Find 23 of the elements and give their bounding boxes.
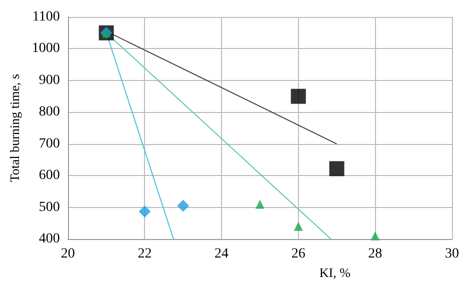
y-tick-label: 900 [38, 72, 60, 88]
y-tick-label: 1100 [32, 10, 60, 24]
y-tick-label: 600 [38, 168, 60, 184]
point [255, 200, 264, 209]
point [177, 200, 190, 212]
x-tick-label: 24 [214, 246, 229, 262]
x-tick-label: 22 [138, 246, 152, 262]
point [329, 161, 344, 176]
point [370, 231, 380, 240]
y-tick-label: 400 [38, 232, 60, 247]
x-axis-title: KI, % [319, 265, 351, 280]
point [294, 222, 303, 231]
y-tick-label: 1000 [32, 41, 60, 56]
y-tick-label: 700 [38, 136, 60, 152]
x-tick-label: 28 [368, 246, 382, 262]
x-tick-label: 26 [291, 246, 306, 262]
y-tick-label: 500 [38, 200, 60, 215]
x-tick-label: 30 [445, 246, 459, 262]
x-tick-label: 20 [60, 246, 75, 262]
point [138, 205, 151, 218]
point [290, 88, 306, 104]
y-axis-title: Total burning time, s [7, 74, 22, 182]
y-tick-label: 800 [38, 104, 60, 120]
